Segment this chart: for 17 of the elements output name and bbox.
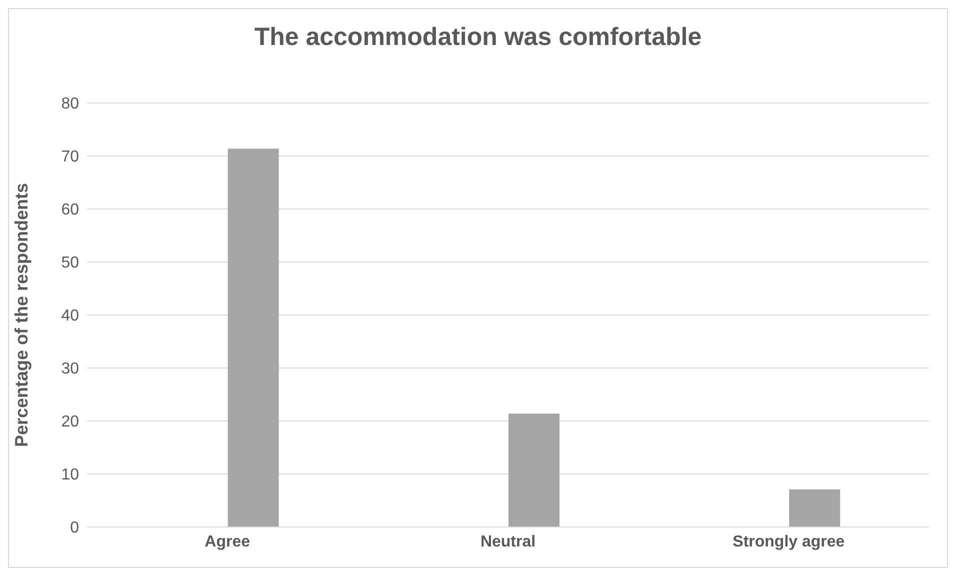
y-tick-label: 60 xyxy=(61,202,80,219)
y-tick-label: 30 xyxy=(61,360,80,378)
x-tick-label: Neutral xyxy=(480,533,536,550)
y-tick-label: 80 xyxy=(61,96,80,113)
y-tick-label: 50 xyxy=(61,254,80,272)
y-tick-label: 0 xyxy=(70,520,80,537)
bar xyxy=(228,148,279,527)
chart-title: The accommodation was comfortable xyxy=(253,23,703,52)
y-tick-label: 70 xyxy=(61,148,80,166)
y-axis-title: Percentage of the respondents xyxy=(11,182,32,448)
x-tick-label: Agree xyxy=(204,533,250,550)
x-tick-label: Strongly agree xyxy=(732,533,845,550)
y-tick-label: 10 xyxy=(61,466,80,484)
bar xyxy=(789,489,840,527)
y-tick-label: 20 xyxy=(61,414,80,431)
bar xyxy=(508,414,560,527)
y-tick-label: 40 xyxy=(61,308,80,325)
